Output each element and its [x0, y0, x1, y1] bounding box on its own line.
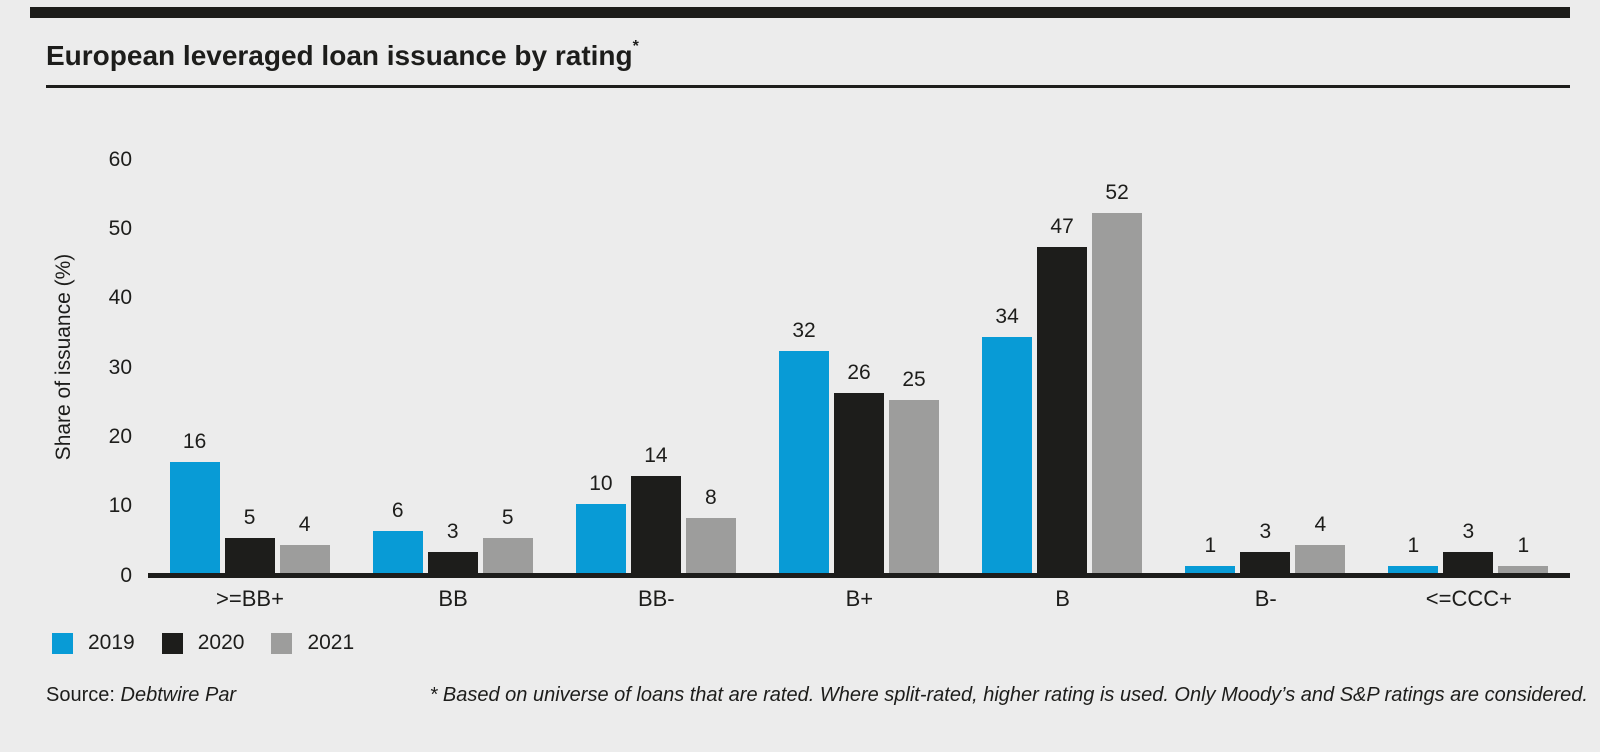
bar-2020-BB- — [630, 476, 681, 578]
bar-2021-BB — [482, 538, 533, 578]
source-label: Source: — [46, 684, 115, 706]
bar-value-label: 4 — [1314, 513, 1327, 537]
top-banner-rule — [30, 7, 1570, 18]
x-axis-label-B+: B+ — [845, 586, 874, 611]
bar-2019-B+ — [779, 351, 829, 578]
bar-value-label: 4 — [298, 513, 311, 537]
bar-value-label: 5 — [501, 506, 514, 530]
legend-label-2020: 2020 — [197, 631, 245, 654]
bar-value-label: 5 — [243, 506, 256, 530]
y-tick-label: 60 — [108, 147, 132, 171]
bar-2021->=BB+ — [279, 545, 330, 578]
bar-2019-BB- — [575, 503, 626, 578]
x-axis-label-BB: BB — [438, 586, 468, 611]
page-title-text: European leveraged loan issuance by rati… — [46, 40, 633, 71]
legend-label-2021: 2021 — [307, 631, 355, 654]
bar-value-label: 10 — [589, 471, 613, 495]
y-tick-label: 20 — [108, 424, 132, 448]
source-line: Source: Debtwire Par — [46, 684, 236, 707]
footnote: * Based on universe of loans that are ra… — [429, 684, 1588, 706]
bar-value-label: 16 — [182, 430, 207, 454]
page-title-asterisk: * — [632, 38, 639, 55]
bar-value-label: 52 — [1105, 180, 1129, 204]
title-underline — [46, 85, 1570, 88]
y-tick-label: 10 — [108, 494, 132, 518]
page-title: European leveraged loan issuance by rati… — [46, 38, 639, 72]
bar-2019-<=CCC+ — [1388, 566, 1439, 578]
bar-value-label: 3 — [446, 520, 459, 544]
legend-item-2020: 2020 — [161, 631, 245, 655]
y-tick-label: 0 — [120, 563, 132, 587]
y-tick-label: 30 — [108, 355, 132, 379]
bar-2019-BB — [372, 531, 423, 578]
bar-2020->=BB+ — [224, 538, 275, 578]
bar-value-label: 47 — [1050, 215, 1074, 239]
x-axis-label-BB-: BB- — [637, 586, 675, 611]
legend-item-2019: 2019 — [52, 631, 135, 655]
y-tick-label: 40 — [108, 286, 132, 310]
bar-value-label: 3 — [1462, 520, 1475, 544]
bar-value-label: 14 — [644, 444, 668, 467]
bar-2019->=BB+ — [169, 462, 220, 578]
bar-value-label: 6 — [391, 499, 404, 523]
legend-swatch-2020 — [161, 632, 183, 654]
bar-value-label: 1 — [1407, 534, 1420, 558]
bar-2021-B — [1092, 212, 1143, 578]
x-axis-label-B-: B- — [1254, 586, 1277, 611]
bar-value-label: 8 — [705, 485, 717, 509]
legend-item-2021: 2021 — [271, 631, 354, 655]
source-value: Debtwire Par — [120, 684, 237, 706]
bar-value-label: 26 — [847, 360, 871, 384]
x-axis-label->=BB+: >=BB+ — [216, 586, 284, 611]
y-tick-label: 50 — [108, 217, 132, 240]
legend-label-2019: 2019 — [88, 631, 135, 654]
legend-swatch-2021 — [271, 632, 293, 654]
x-axis-baseline — [148, 573, 1570, 578]
bar-value-label: 3 — [1259, 520, 1272, 544]
bar-value-label: 34 — [995, 305, 1019, 329]
bar-2021-<=CCC+ — [1498, 566, 1549, 578]
bar-2021-BB- — [685, 517, 736, 578]
bar-2019-B- — [1185, 566, 1236, 578]
bar-value-label: 25 — [902, 367, 926, 391]
chart-legend: 2019 2020 2021 — [52, 631, 354, 655]
bar-2021-B- — [1295, 545, 1346, 578]
bar-2020-B+ — [834, 392, 884, 578]
legend-swatch-2019 — [52, 632, 73, 654]
x-axis-label-<=CCC+: <=CCC+ — [1425, 586, 1512, 611]
bar-value-label: 1 — [1204, 534, 1217, 558]
bar-value-label: 1 — [1517, 534, 1530, 558]
bar-2021-B+ — [889, 399, 939, 579]
bar-value-label: 32 — [792, 319, 816, 343]
x-axis-label-B: B — [1055, 586, 1070, 611]
bar-2019-B — [982, 337, 1033, 578]
bar-2020-B — [1037, 247, 1088, 578]
